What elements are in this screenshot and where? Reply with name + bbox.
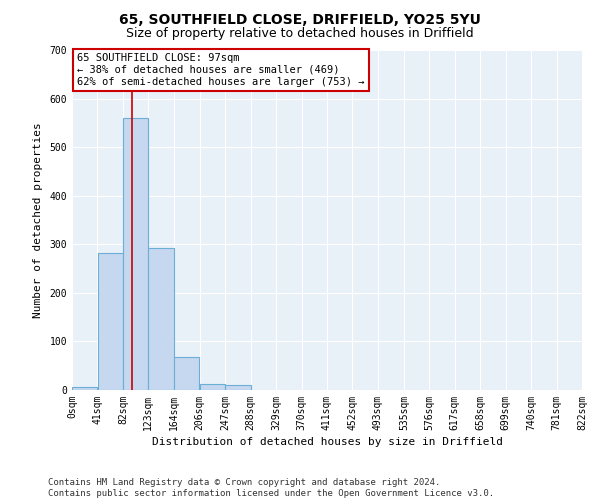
Bar bbox=[72, 386, 97, 390]
Bar bbox=[200, 384, 225, 390]
X-axis label: Distribution of detached houses by size in Driffield: Distribution of detached houses by size … bbox=[151, 437, 503, 447]
Bar bbox=[148, 248, 173, 390]
Text: 65, SOUTHFIELD CLOSE, DRIFFIELD, YO25 5YU: 65, SOUTHFIELD CLOSE, DRIFFIELD, YO25 5Y… bbox=[119, 12, 481, 26]
Bar bbox=[123, 118, 148, 390]
Text: Contains HM Land Registry data © Crown copyright and database right 2024.
Contai: Contains HM Land Registry data © Crown c… bbox=[48, 478, 494, 498]
Bar bbox=[98, 252, 123, 390]
Bar bbox=[226, 385, 251, 390]
Y-axis label: Number of detached properties: Number of detached properties bbox=[32, 122, 43, 318]
Text: 65 SOUTHFIELD CLOSE: 97sqm
← 38% of detached houses are smaller (469)
62% of sem: 65 SOUTHFIELD CLOSE: 97sqm ← 38% of deta… bbox=[77, 54, 365, 86]
Text: Size of property relative to detached houses in Driffield: Size of property relative to detached ho… bbox=[126, 28, 474, 40]
Bar bbox=[174, 357, 199, 390]
